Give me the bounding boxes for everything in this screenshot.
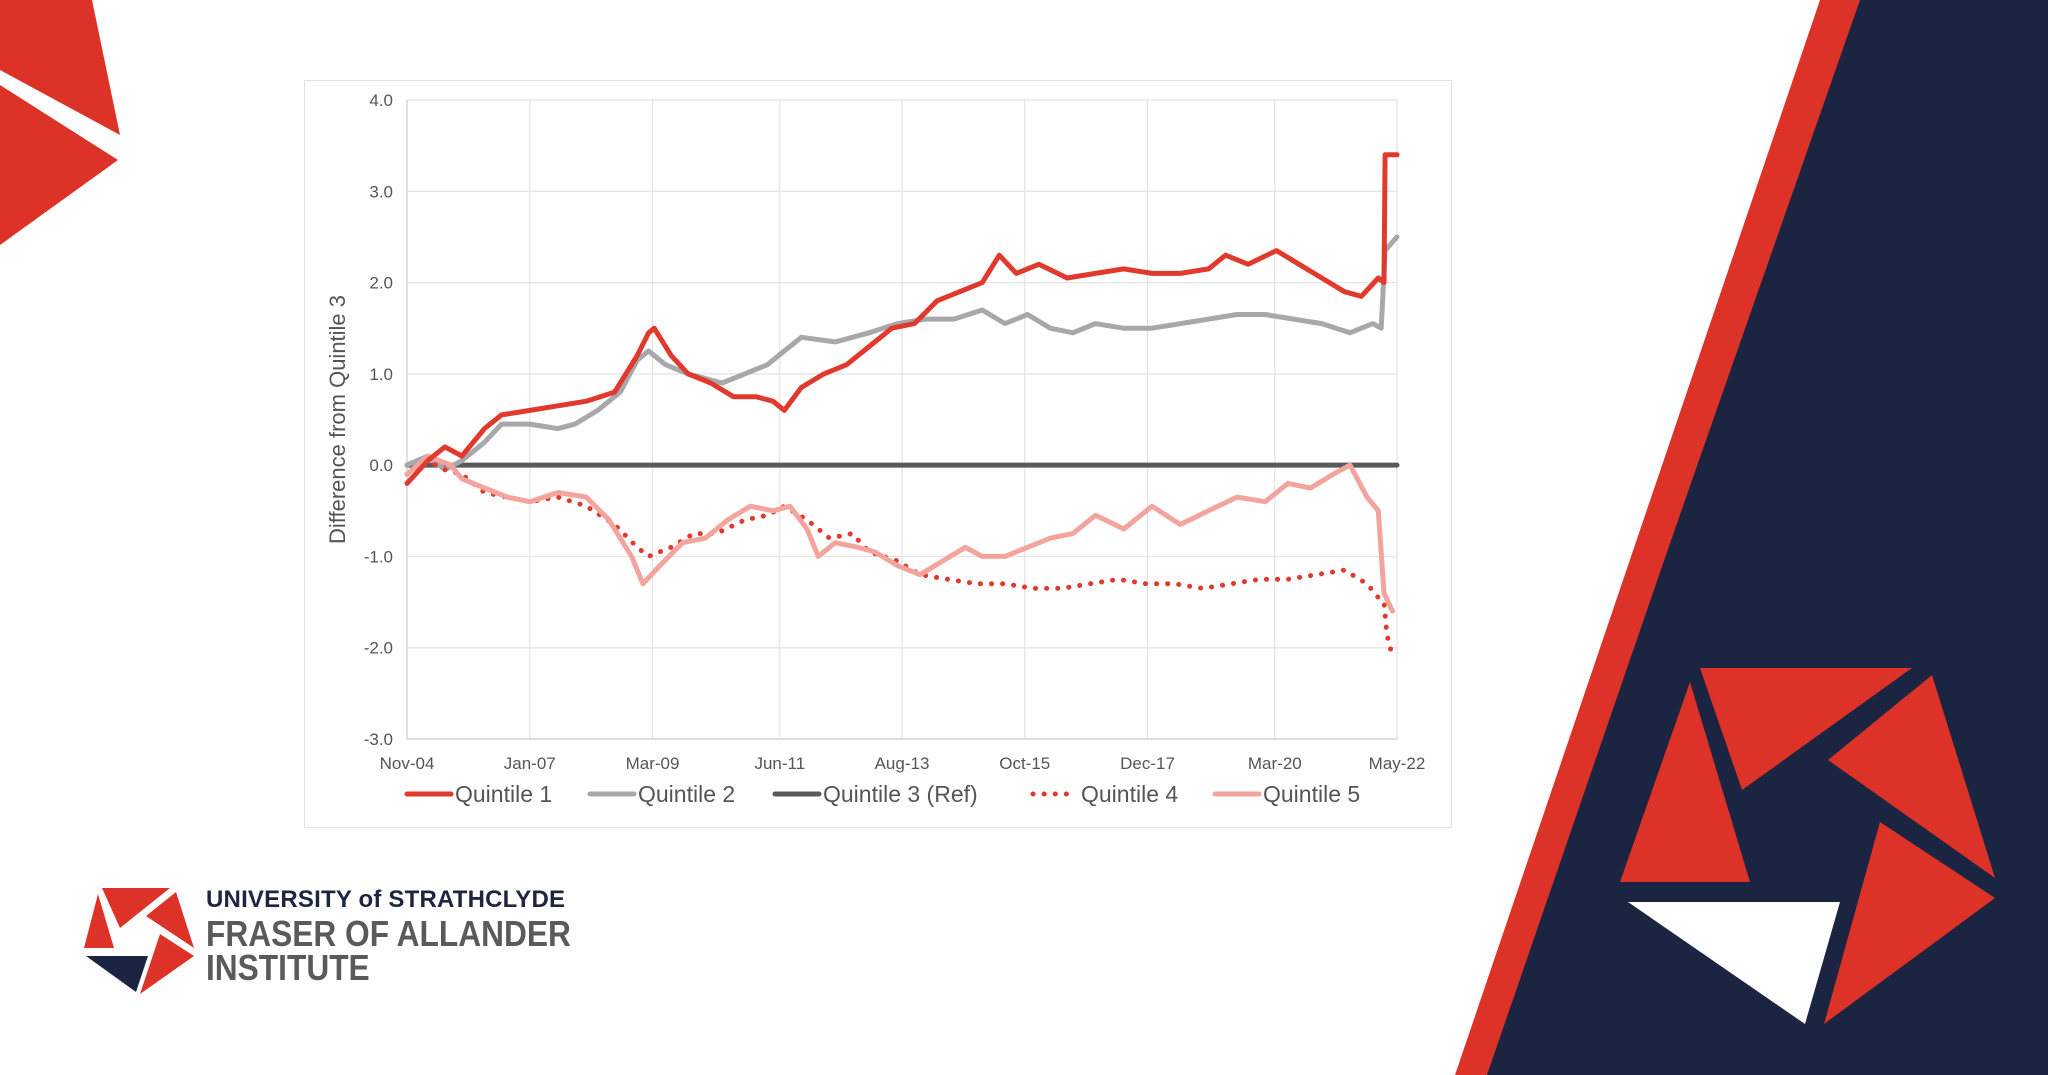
legend-label: Quintile 1	[455, 781, 552, 807]
y-axis-title: Difference from Quintile 3	[325, 295, 350, 544]
y-tick-label: -2.0	[364, 639, 393, 658]
series-lines	[404, 152, 1400, 660]
logo-institute-name-line1: FRASER OF ALLANDER	[206, 913, 571, 954]
gridlines	[406, 99, 1398, 740]
pinwheel-logo-icon	[84, 888, 194, 994]
logo-institute-name-line2: INSTITUTE	[206, 947, 370, 988]
chart-frame: 4.0 3.0 2.0 1.0 0.0 -1.0 -2.0 -3.0 Nov-04 Jan-07…	[304, 80, 1452, 828]
legend: Quintile 1 Quintile 2 Quintile 3 (Ref) Quin…	[404, 781, 1360, 807]
x-tick-label: May-22	[1369, 754, 1426, 773]
x-tick-label: Aug-13	[875, 754, 930, 773]
emblem-blade-left	[1620, 682, 1750, 882]
y-tick-label: 4.0	[369, 91, 393, 110]
y-tick-label: 3.0	[369, 182, 393, 201]
x-tick-label: Jun-11	[754, 754, 805, 773]
y-tick-label: 2.0	[369, 274, 393, 293]
x-tick-label: Mar-20	[1248, 754, 1302, 773]
emblem-blade-bottom	[1628, 902, 1840, 1024]
legend-label: Quintile 5	[1263, 781, 1360, 807]
y-axis-tick-labels: 4.0 3.0 2.0 1.0 0.0 -1.0 -2.0 -3.0	[364, 91, 393, 749]
legend-label: Quintile 3 (Ref)	[823, 781, 978, 807]
legend-label: Quintile 2	[638, 781, 735, 807]
emblem-blade-right-lower	[1824, 822, 1995, 1024]
x-tick-label: Oct-15	[999, 754, 1050, 773]
logo-university-name: UNIVERSITY of STRATHCLYDE	[206, 886, 566, 913]
institute-logo: UNIVERSITY of STRATHCLYDE FRASER OF ALLA…	[84, 880, 584, 1000]
series-line-quintile-2	[404, 234, 1400, 473]
y-tick-label: 0.0	[369, 456, 393, 475]
x-tick-label: Dec-17	[1120, 754, 1175, 773]
y-tick-label: 1.0	[369, 365, 393, 384]
emblem-blade-top	[1700, 668, 1912, 790]
top-left-red-triangle-lower	[0, 85, 118, 245]
x-tick-label: Nov-04	[380, 754, 435, 773]
legend-label: Quintile 4	[1081, 781, 1178, 807]
x-axis-tick-labels: Nov-04 Jan-07 Mar-09 Jun-11 Aug-13 Oct-15 Dec-…	[380, 754, 1426, 773]
series-line-quintile-4	[404, 458, 1395, 660]
right-pinwheel-emblem	[1620, 668, 1995, 1024]
emblem-blade-right-upper	[1828, 675, 1995, 878]
y-tick-label: -3.0	[364, 730, 393, 749]
x-tick-label: Jan-07	[504, 754, 556, 773]
x-tick-label: Mar-09	[626, 754, 680, 773]
line-chart: 4.0 3.0 2.0 1.0 0.0 -1.0 -2.0 -3.0 Nov-04 Jan-07…	[325, 91, 1426, 807]
series-line-quintile-1	[404, 152, 1400, 486]
series-line-quintile-5	[404, 453, 1395, 614]
top-left-red-triangle-upper	[0, 0, 120, 135]
right-red-stripe-outer	[1455, 0, 1857, 1075]
y-tick-label: -1.0	[364, 547, 393, 566]
